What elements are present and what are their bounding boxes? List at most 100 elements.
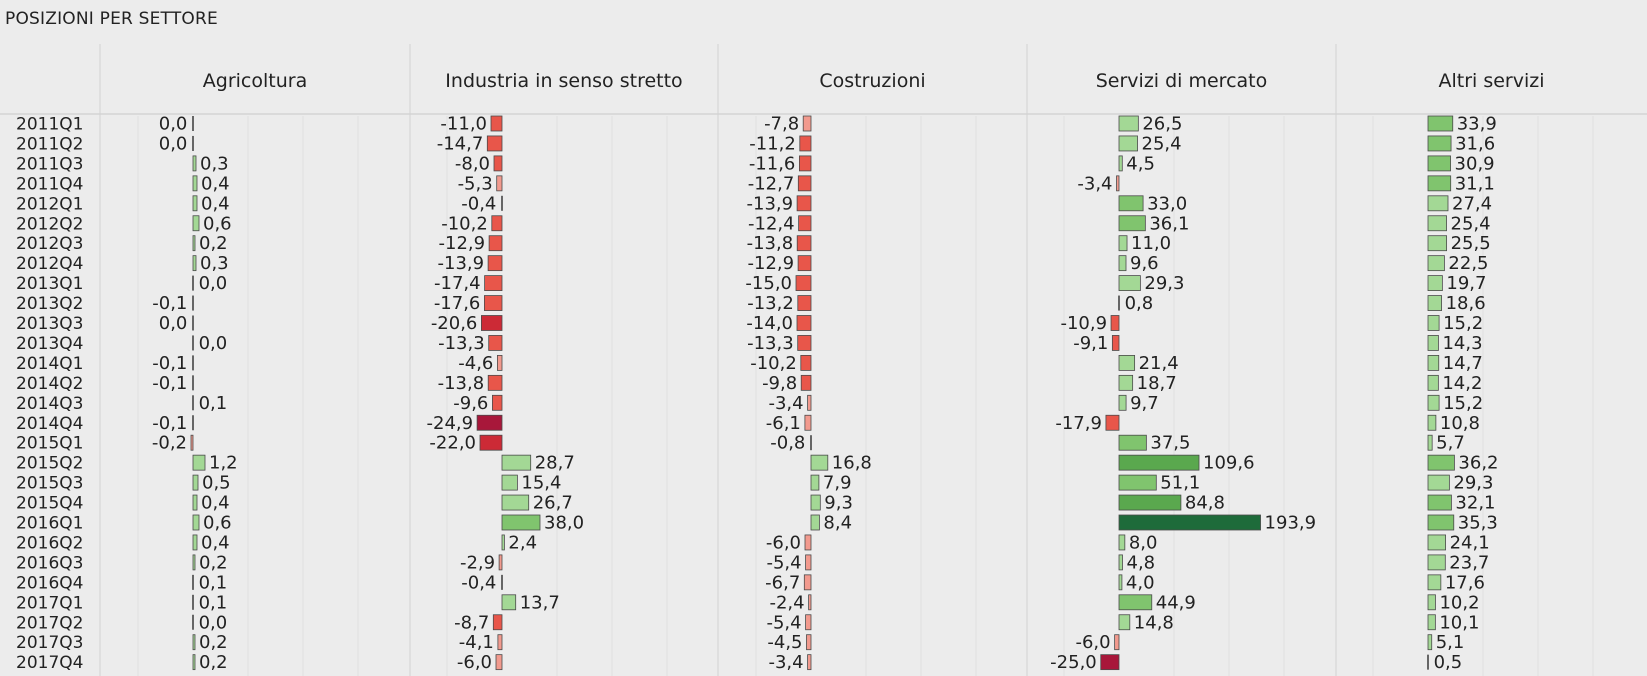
data-label: -4,6 (458, 353, 493, 374)
bar (1427, 135, 1452, 152)
data-label: -10,9 (1060, 313, 1107, 334)
row-label: 2012Q2 (16, 214, 83, 234)
row-label: 2012Q1 (16, 194, 83, 214)
row-label: 2012Q4 (16, 254, 83, 274)
bar (192, 395, 194, 411)
bar (807, 394, 812, 411)
bar (495, 654, 503, 671)
bar (1427, 115, 1454, 132)
data-label: 5,1 (1436, 632, 1465, 653)
bar (1118, 594, 1153, 611)
bar (1118, 255, 1127, 272)
data-label: -13,9 (438, 253, 485, 274)
data-label: 28,7 (535, 453, 575, 474)
data-label: 2,4 (508, 532, 537, 553)
bar (1118, 235, 1128, 252)
data-label: 26,5 (1142, 114, 1182, 135)
data-label: 18,7 (1137, 373, 1177, 394)
bar (491, 215, 503, 232)
data-label: -3,4 (1077, 173, 1112, 194)
bar (1100, 654, 1120, 671)
bar (501, 195, 503, 211)
data-label: -12,9 (439, 233, 486, 254)
row-label: 2017Q3 (16, 633, 83, 653)
bar (1118, 514, 1261, 531)
data-label: 18,6 (1446, 293, 1486, 314)
bar (802, 115, 812, 132)
data-label: -6,0 (1075, 632, 1110, 653)
bar (804, 414, 812, 431)
data-label: 31,6 (1455, 133, 1495, 154)
data-label: 0,5 (202, 473, 231, 494)
data-label: 0,1 (199, 393, 228, 414)
bar (192, 415, 194, 431)
bar (796, 195, 812, 212)
bar (797, 175, 812, 192)
bar (492, 614, 503, 631)
bar (192, 155, 197, 172)
row-label: 2015Q2 (16, 454, 83, 474)
data-label: 0,0 (159, 313, 188, 334)
bar (1118, 275, 1141, 292)
value-labels: 0,00,00,30,40,40,60,20,30,0-0,10,00,0-0,… (152, 114, 1499, 674)
bar (192, 355, 194, 371)
data-label: -8,7 (454, 612, 489, 633)
bar (797, 335, 812, 351)
data-label: -10,2 (441, 213, 488, 234)
data-label: 0,1 (199, 592, 228, 613)
bar (805, 554, 812, 571)
data-label: 4,8 (1127, 552, 1156, 573)
data-label: 0,0 (199, 612, 228, 633)
bar (798, 215, 812, 232)
row-label: 2016Q4 (16, 573, 83, 593)
bar (1118, 394, 1127, 411)
bar (192, 634, 196, 651)
bar (796, 315, 812, 331)
bar (498, 554, 503, 571)
bar (487, 255, 503, 272)
bar (799, 135, 812, 152)
bar (1427, 335, 1439, 351)
bar (1427, 414, 1437, 431)
bar (192, 554, 196, 571)
row-label: 2016Q3 (16, 553, 83, 573)
column-headers: Agricoltura Industria in senso stretto Cos… (203, 70, 1545, 92)
bar (1118, 215, 1146, 232)
row-label: 2013Q4 (16, 334, 83, 354)
bar (1427, 514, 1455, 531)
bar (804, 534, 812, 551)
data-label: -4,5 (767, 632, 802, 653)
data-label: 26,7 (533, 493, 573, 514)
data-label: -6,0 (457, 652, 492, 673)
bar (795, 275, 812, 292)
bar (1427, 574, 1442, 591)
data-label: 31,1 (1455, 173, 1495, 194)
data-label: 23,7 (1449, 552, 1489, 573)
data-label: 16,8 (832, 453, 872, 474)
data-label: 0,4 (201, 173, 230, 194)
data-label: -10,2 (750, 353, 797, 374)
data-label: -0,1 (152, 413, 187, 434)
row-label: 2015Q3 (16, 474, 83, 494)
bar (1427, 554, 1446, 571)
bar (192, 175, 198, 192)
bar (1427, 255, 1445, 272)
data-label: -5,3 (458, 173, 493, 194)
data-label: -0,8 (770, 433, 805, 454)
bar (803, 574, 812, 591)
data-label: 10,2 (1439, 592, 1479, 613)
data-label: -7,8 (764, 114, 799, 135)
data-label: 14,3 (1442, 333, 1482, 354)
data-label: 27,4 (1452, 193, 1492, 214)
data-label: 14,7 (1443, 353, 1483, 374)
row-label: 2017Q2 (16, 613, 83, 633)
data-label: 30,9 (1455, 153, 1495, 174)
data-label: 1,2 (209, 453, 238, 474)
bar (810, 454, 829, 471)
bar (486, 135, 503, 152)
column-header: Servizi di mercato (1096, 70, 1268, 92)
data-label: 17,6 (1445, 572, 1485, 593)
bar (488, 235, 503, 252)
bar (1118, 554, 1123, 571)
data-label: 8,4 (823, 513, 852, 534)
